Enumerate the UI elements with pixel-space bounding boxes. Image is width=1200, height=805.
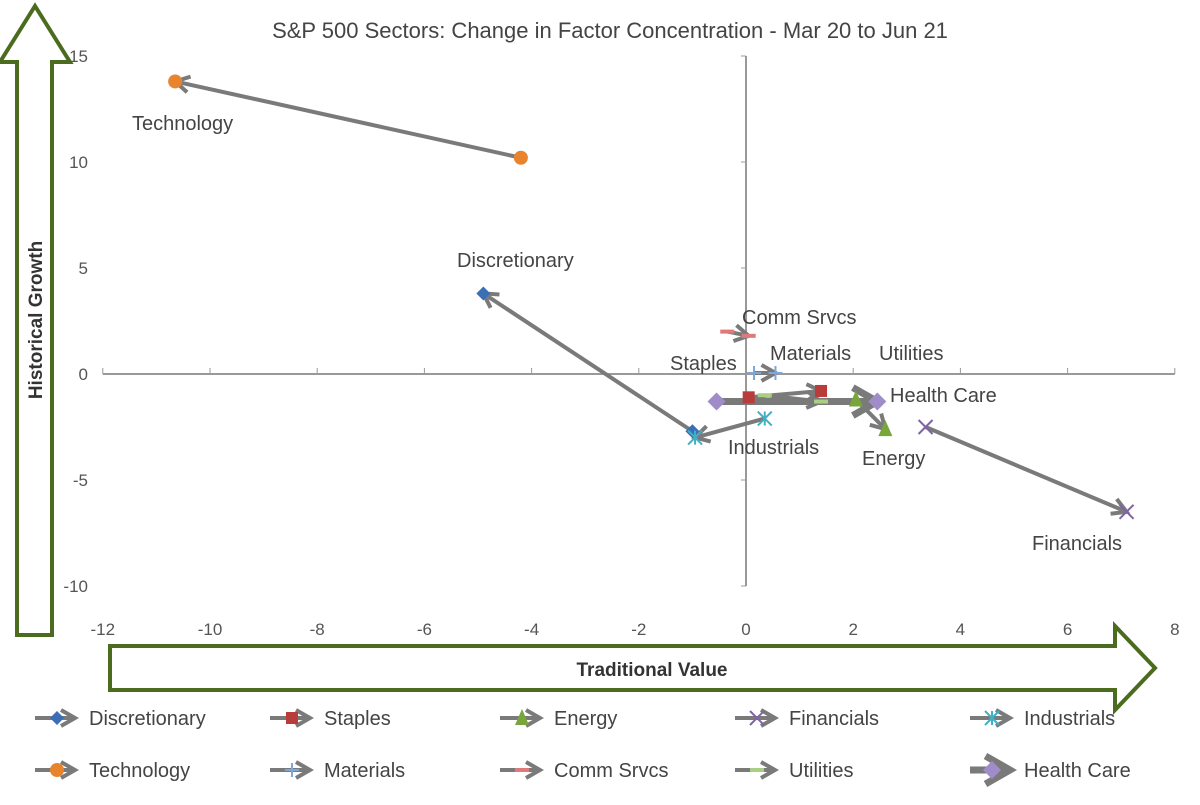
x-tick-label: -10 bbox=[198, 620, 223, 639]
legend-item-materials: Materials bbox=[270, 760, 405, 782]
x-tick-label: -2 bbox=[631, 620, 646, 639]
utilities-point-label: Utilities bbox=[879, 343, 943, 365]
industrials-start-point bbox=[757, 410, 773, 427]
health-care-point-label: Health Care bbox=[890, 385, 997, 407]
x-tick-label: -4 bbox=[524, 620, 539, 639]
legend-item-energy: Energy bbox=[500, 708, 617, 730]
y-tick-label: 10 bbox=[69, 153, 88, 172]
legend-label: Materials bbox=[324, 760, 405, 782]
legend-marker bbox=[749, 710, 765, 726]
staples-point-label: Staples bbox=[670, 353, 737, 375]
x-tick-label: 2 bbox=[848, 620, 857, 639]
financials-arrow bbox=[924, 425, 1131, 516]
x-tick-label: 4 bbox=[956, 620, 965, 639]
x-tick-label: 8 bbox=[1170, 620, 1179, 639]
discretionary-arrow bbox=[479, 291, 694, 433]
legend-item-industrials: Industrials bbox=[970, 708, 1115, 730]
legend-label: Comm Srvcs bbox=[554, 760, 668, 782]
legend-item-technology: Technology bbox=[35, 760, 190, 782]
legend-label: Discretionary bbox=[89, 708, 206, 730]
legend-label: Technology bbox=[89, 760, 190, 782]
industrials-point-label: Industrials bbox=[728, 437, 819, 459]
comm-srvcs-point-label: Comm Srvcs bbox=[742, 307, 856, 329]
health-care-start-point bbox=[707, 392, 726, 411]
legend-label: Financials bbox=[789, 708, 879, 730]
legend-marker bbox=[983, 761, 1001, 779]
staples-start-point bbox=[742, 391, 755, 404]
technology-end-point bbox=[168, 74, 183, 89]
legend-item-comm-srvcs: Comm Srvcs bbox=[500, 760, 668, 782]
x-tick-label: -8 bbox=[310, 620, 325, 639]
materials-end-point bbox=[768, 365, 783, 380]
technology-point-label: Technology bbox=[132, 113, 233, 135]
legend-label: Energy bbox=[554, 708, 617, 730]
discretionary-point-label: Discretionary bbox=[457, 250, 574, 272]
y-axis-arrow: Historical Growth bbox=[0, 2, 74, 637]
industrials-end-point bbox=[687, 429, 703, 446]
legend-label: Utilities bbox=[789, 760, 853, 782]
x-tick-label: -6 bbox=[417, 620, 432, 639]
health-care-end-point bbox=[868, 392, 887, 411]
legend-label: Industrials bbox=[1024, 708, 1115, 730]
legend-item-utilities: Utilities bbox=[735, 760, 853, 782]
y-tick-label: 5 bbox=[79, 259, 88, 278]
legend-label: Staples bbox=[324, 708, 391, 730]
energy-start-point bbox=[848, 390, 863, 407]
y-axis-title: Historical Growth bbox=[26, 241, 47, 399]
chart-title: S&P 500 Sectors: Change in Factor Concen… bbox=[272, 18, 948, 43]
staples-end-point bbox=[815, 384, 828, 397]
financials-start-point bbox=[917, 419, 934, 435]
x-tick-label: -12 bbox=[91, 620, 116, 639]
materials-point-label: Materials bbox=[770, 343, 851, 365]
y-tick-label: 0 bbox=[79, 365, 88, 384]
y-tick-label: -10 bbox=[63, 577, 88, 596]
legend-marker bbox=[515, 709, 529, 725]
x-tick-label: 0 bbox=[741, 620, 750, 639]
y-tick-label: 15 bbox=[69, 47, 88, 66]
legend-label: Health Care bbox=[1024, 760, 1131, 782]
legend-item-staples: Staples bbox=[270, 708, 391, 730]
energy-point-label: Energy bbox=[862, 448, 925, 470]
financials-point-label: Financials bbox=[1032, 533, 1122, 555]
technology-start-point bbox=[513, 150, 528, 165]
legend-marker bbox=[285, 763, 299, 777]
y-tick-label: -5 bbox=[73, 471, 88, 490]
x-axis-arrow: Traditional Value bbox=[108, 621, 1158, 715]
industrials-arrow bbox=[691, 416, 766, 444]
discretionary-end-point bbox=[476, 286, 491, 301]
x-tick-label: 6 bbox=[1063, 620, 1072, 639]
energy-end-point bbox=[878, 420, 893, 437]
legend-marker bbox=[984, 710, 1000, 726]
legend-item-financials: Financials bbox=[735, 708, 879, 730]
legend-marker bbox=[50, 763, 64, 777]
materials-start-point bbox=[747, 365, 762, 380]
legend-marker bbox=[286, 712, 298, 724]
x-axis-title: Traditional Value bbox=[577, 660, 728, 681]
legend-item-discretionary: Discretionary bbox=[35, 708, 206, 730]
financials-end-point bbox=[1118, 504, 1135, 520]
legend-marker bbox=[50, 711, 64, 725]
legend: Discretionary Staples Energy Financials Indu… bbox=[35, 708, 1131, 788]
legend-item-health-care: Health Care bbox=[970, 752, 1131, 788]
technology-arrow bbox=[171, 74, 522, 160]
